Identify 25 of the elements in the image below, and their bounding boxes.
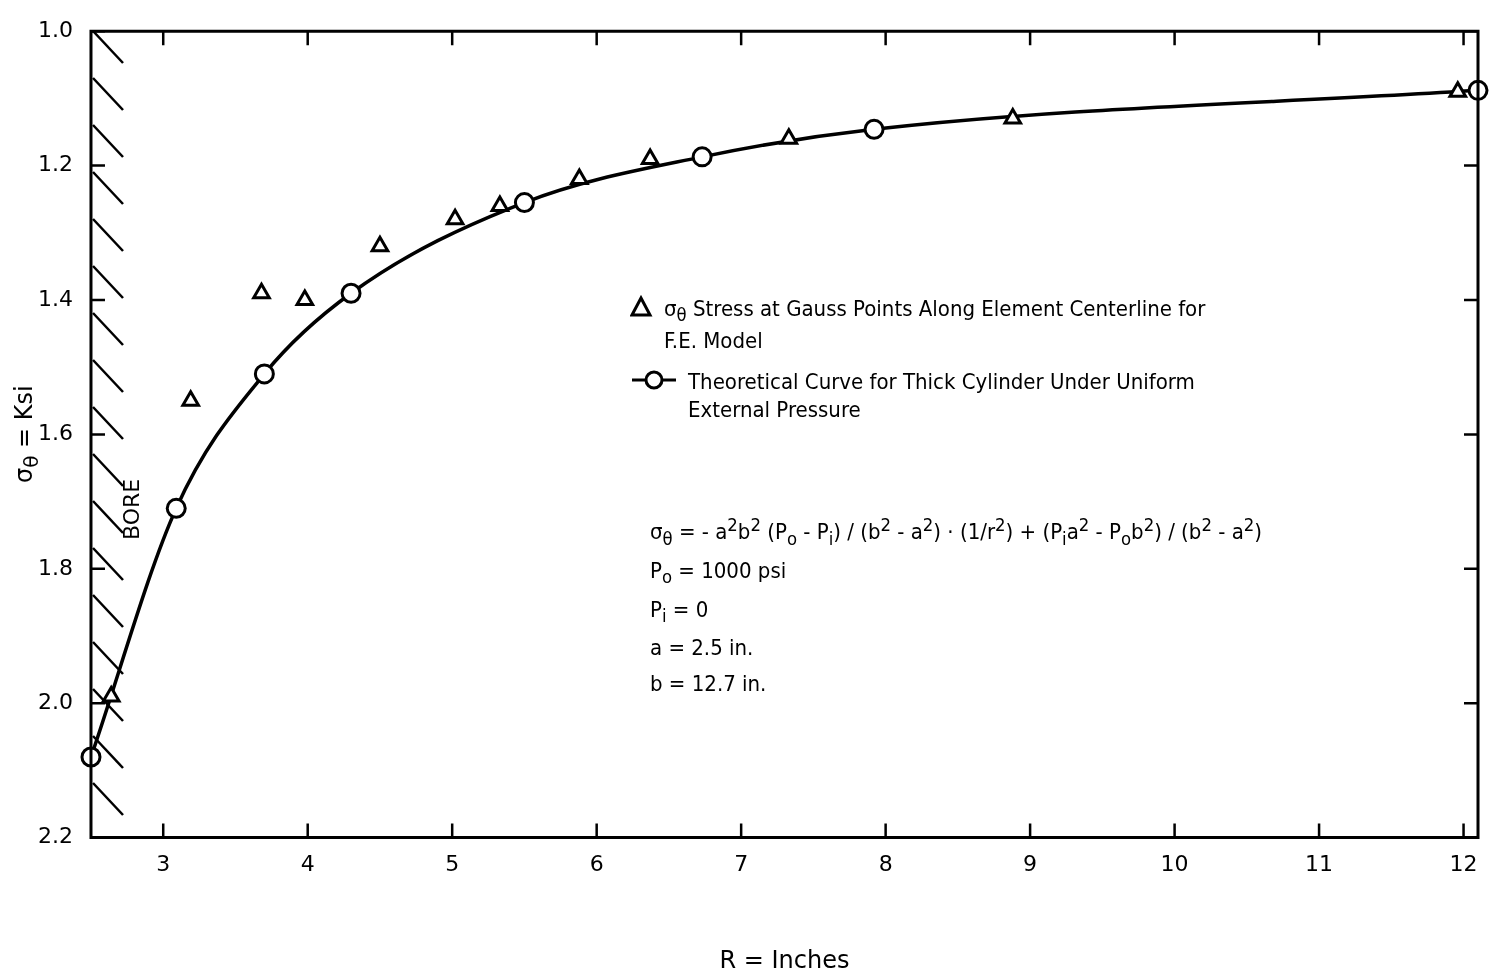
x-tick-label: 4: [300, 850, 315, 876]
legend-label: Theoretical Curve for Thick Cylinder Under Uniform External Pressure: [688, 367, 1196, 425]
y-tick-label: 1.2: [37, 151, 73, 177]
annotation: P$_{i}$ = 0: [650, 595, 710, 629]
x-tick-label: 10: [1160, 850, 1189, 876]
y-tick-label: 1.8: [37, 554, 73, 580]
x-tick-label: 3: [156, 850, 171, 876]
y-tick-label: 2.0: [37, 688, 73, 714]
x-tick-label: 5: [445, 850, 460, 876]
x-tick-label: 9: [1023, 850, 1038, 876]
annotation: BORE: [118, 478, 144, 540]
text: σ$_{θ}$ = - a$^{2}$b$^{2}$ (P$_{o}$ - P$_{i}$) / (b$^{2}$ - a$^{2}$) · (1/r$^{2}$) + (P$_{i}$a$^{2}$ - P$_{o}$b$^{2}$) / (b$^{2}$ - a$^{2}$): [650, 514, 1262, 549]
annotation: P$_{o}$ = 1000 psi: [650, 557, 788, 590]
x-axis-title: R = Inches: [719, 946, 850, 974]
x-tick-label: 6: [589, 850, 604, 876]
y-tick-label: 1.0: [37, 16, 73, 42]
annotation: b = 12.7 in.: [650, 669, 768, 698]
x-tick-label: 8: [878, 850, 893, 876]
y-tick-label: 1.4: [37, 285, 73, 311]
y-tick-label: 2.2: [37, 823, 73, 849]
legend-label: σ$_{θ}$ Stress at Gauss Points Along Element Centerline for F.E. Model: [664, 295, 1207, 356]
x-tick-label: 11: [1305, 850, 1334, 876]
x-tick-label: 12: [1449, 850, 1478, 876]
annotation: a = 2.5 in.: [650, 634, 755, 663]
x-tick-label: 7: [734, 850, 749, 876]
